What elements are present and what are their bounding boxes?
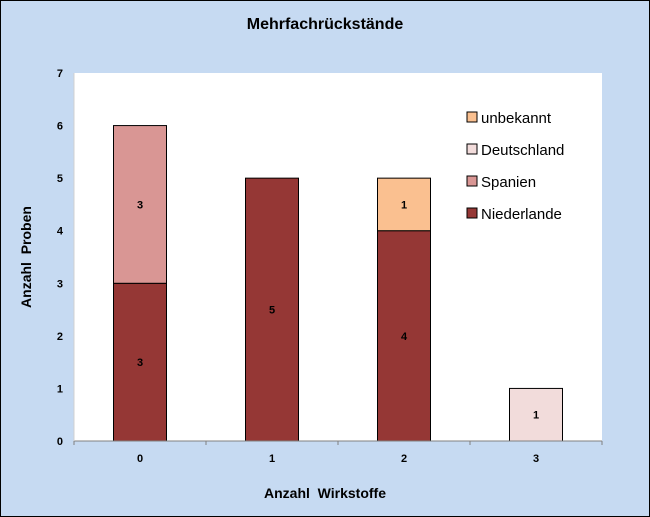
y-tick-label: 3	[57, 278, 63, 290]
x-tick-label: 1	[269, 453, 275, 465]
data-label: 4	[401, 331, 408, 343]
legend-swatch-unbekannt	[466, 111, 478, 123]
legend-label-niederlande: Niederlande	[481, 206, 562, 223]
x-tick-label: 3	[533, 453, 539, 465]
x-tick-label: 0	[137, 453, 143, 465]
bar-spanien-0	[113, 125, 167, 284]
y-axis-label: Anzahl Proben	[18, 206, 34, 308]
bar-deutschland-3	[509, 387, 563, 442]
y-tick-label: 4	[57, 226, 64, 238]
legend-label-deutschland: Deutschland	[481, 142, 564, 159]
y-tick-label: 5	[57, 173, 63, 185]
legend-swatch-spanien	[466, 175, 478, 187]
bar-unbekannt-2	[377, 177, 431, 232]
data-label: 5	[269, 305, 275, 317]
legend-swatch-niederlande	[466, 207, 478, 219]
y-tick-label: 6	[57, 121, 63, 133]
y-tick-label: 0	[57, 436, 63, 448]
data-label: 3	[137, 199, 143, 211]
x-axis-label: Anzahl Wirkstoffe	[264, 485, 386, 501]
data-label: 1	[401, 199, 407, 211]
data-label: 1	[533, 410, 539, 422]
bar-niederlande-1	[245, 177, 299, 442]
legend-label-spanien: Spanien	[481, 174, 536, 191]
x-tick-label: 2	[401, 453, 407, 465]
data-label: 3	[137, 357, 143, 369]
y-tick-label: 2	[57, 331, 63, 343]
y-tick-label: 1	[57, 383, 63, 395]
y-tick-label: 7	[57, 68, 63, 80]
legend-swatch-deutschland	[466, 143, 478, 155]
chart-title: Mehrfachrückstände	[247, 16, 404, 33]
legend-label-unbekannt: unbekannt	[481, 110, 552, 127]
